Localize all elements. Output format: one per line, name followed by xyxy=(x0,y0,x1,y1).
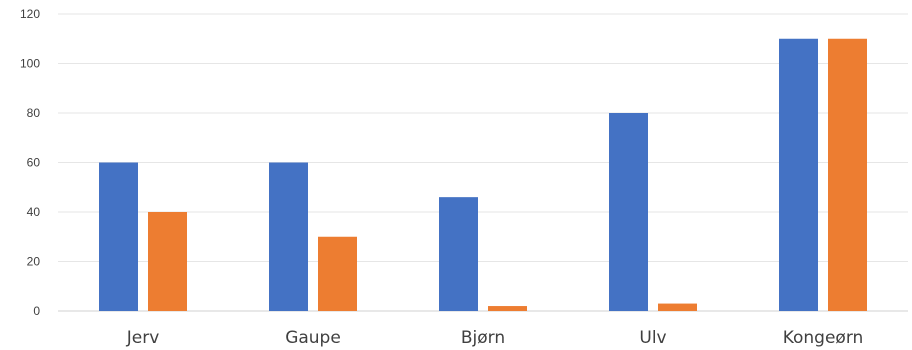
x-category-label: Gaupe xyxy=(285,328,341,348)
bar-kongeørn-series-1 xyxy=(779,38,818,311)
y-tick-label: 100 xyxy=(20,57,40,71)
gridlines xyxy=(58,13,908,312)
bar-ulv-series-2 xyxy=(658,303,697,311)
bar-gaupe-series-2 xyxy=(318,236,357,311)
bars xyxy=(99,38,867,311)
y-tick-label: 120 xyxy=(20,7,40,21)
y-tick-label: 40 xyxy=(27,205,41,219)
bar-bjørn-series-2 xyxy=(488,306,527,311)
x-category-label: Kongeørn xyxy=(783,328,864,348)
bar-jerv-series-2 xyxy=(148,212,187,311)
x-category-label: Bjørn xyxy=(461,328,505,348)
y-axis-tick-labels: 0 20 40 60 80 100 120 xyxy=(20,7,40,318)
bar-kongeørn-series-2 xyxy=(828,38,867,311)
bar-gaupe-series-1 xyxy=(269,162,308,311)
x-category-label: Jerv xyxy=(126,328,160,348)
bar-bjørn-series-1 xyxy=(439,197,478,311)
bar-ulv-series-1 xyxy=(609,113,648,311)
y-tick-label: 80 xyxy=(27,106,41,120)
bar-jerv-series-1 xyxy=(99,162,138,311)
x-axis-category-labels: Jerv Gaupe Bjørn Ulv Kongeørn xyxy=(126,328,864,348)
y-tick-label: 60 xyxy=(27,156,41,170)
y-tick-label: 0 xyxy=(33,304,40,318)
x-category-label: Ulv xyxy=(639,328,666,348)
y-tick-label: 20 xyxy=(27,255,41,269)
